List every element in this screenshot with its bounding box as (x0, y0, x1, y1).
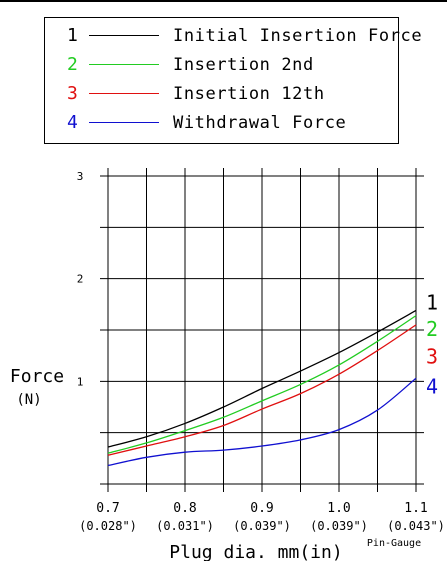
legend-line-swatch (89, 64, 159, 66)
force-chart: 1 2 3 0.7 (0.028") 0.8 (0.031") 0.9 (0.039") 1.0 (… (10, 168, 445, 561)
legend-item: 4 Withdrawal Force (45, 111, 398, 135)
x-tick-label: 0.8 (173, 501, 196, 516)
series-end-label-1: 1 (426, 290, 438, 314)
chart-legend: 1 Initial Insertion Force 2 Insertion 2n… (44, 17, 422, 144)
top-rule (0, 0, 447, 2)
x-tick-label-inch: (0.039") (233, 519, 291, 533)
legend-number: 1 (67, 25, 78, 46)
x-tick-label-inch: (0.028") (79, 519, 137, 533)
legend-line-swatch (89, 35, 159, 37)
x-tick-label: 1.0 (327, 501, 350, 516)
series-end-label-3: 3 (426, 345, 438, 369)
series-line-2 (107, 315, 417, 454)
x-tick-label: 1.1 (404, 501, 427, 516)
x-tick-label: 0.9 (250, 501, 273, 516)
y-tick-label: 3 (77, 170, 84, 183)
series-line-1 (107, 309, 417, 448)
legend-line-swatch (89, 93, 159, 95)
y-axis-unit: (N) (16, 392, 41, 408)
x-tick-label-inch: (0.039") (310, 519, 368, 533)
legend-number: 2 (67, 54, 78, 75)
y-axis-label: Force (10, 366, 64, 387)
legend-line-swatch (89, 122, 159, 124)
legend-number: 4 (67, 112, 78, 133)
legend-number: 3 (67, 83, 78, 104)
x-tick-label-inch: (0.043") (387, 519, 445, 533)
legend-label: Insertion 12th (173, 84, 325, 104)
series-end-label-4: 4 (426, 374, 438, 398)
series-line-4 (107, 377, 417, 467)
x-axis-note: Pin-Gauge (367, 538, 421, 549)
x-axis-label: Plug dia. mm(in) (169, 542, 342, 561)
x-tick-label-inch: (0.031") (156, 519, 214, 533)
legend-label: Withdrawal Force (173, 113, 347, 133)
y-tick-label: 1 (77, 375, 84, 388)
y-tick-label: 2 (77, 273, 84, 286)
x-tick-label: 0.7 (96, 501, 119, 516)
legend-item: 3 Insertion 12th (45, 82, 398, 106)
series-line-3 (107, 324, 417, 456)
legend-item: 2 Insertion 2nd (45, 53, 398, 77)
series-end-label-2: 2 (426, 317, 438, 341)
legend-label: Insertion 2nd (173, 55, 314, 75)
legend-label: Initial Insertion Force (173, 26, 423, 46)
legend-item: 1 Initial Insertion Force (45, 24, 422, 48)
